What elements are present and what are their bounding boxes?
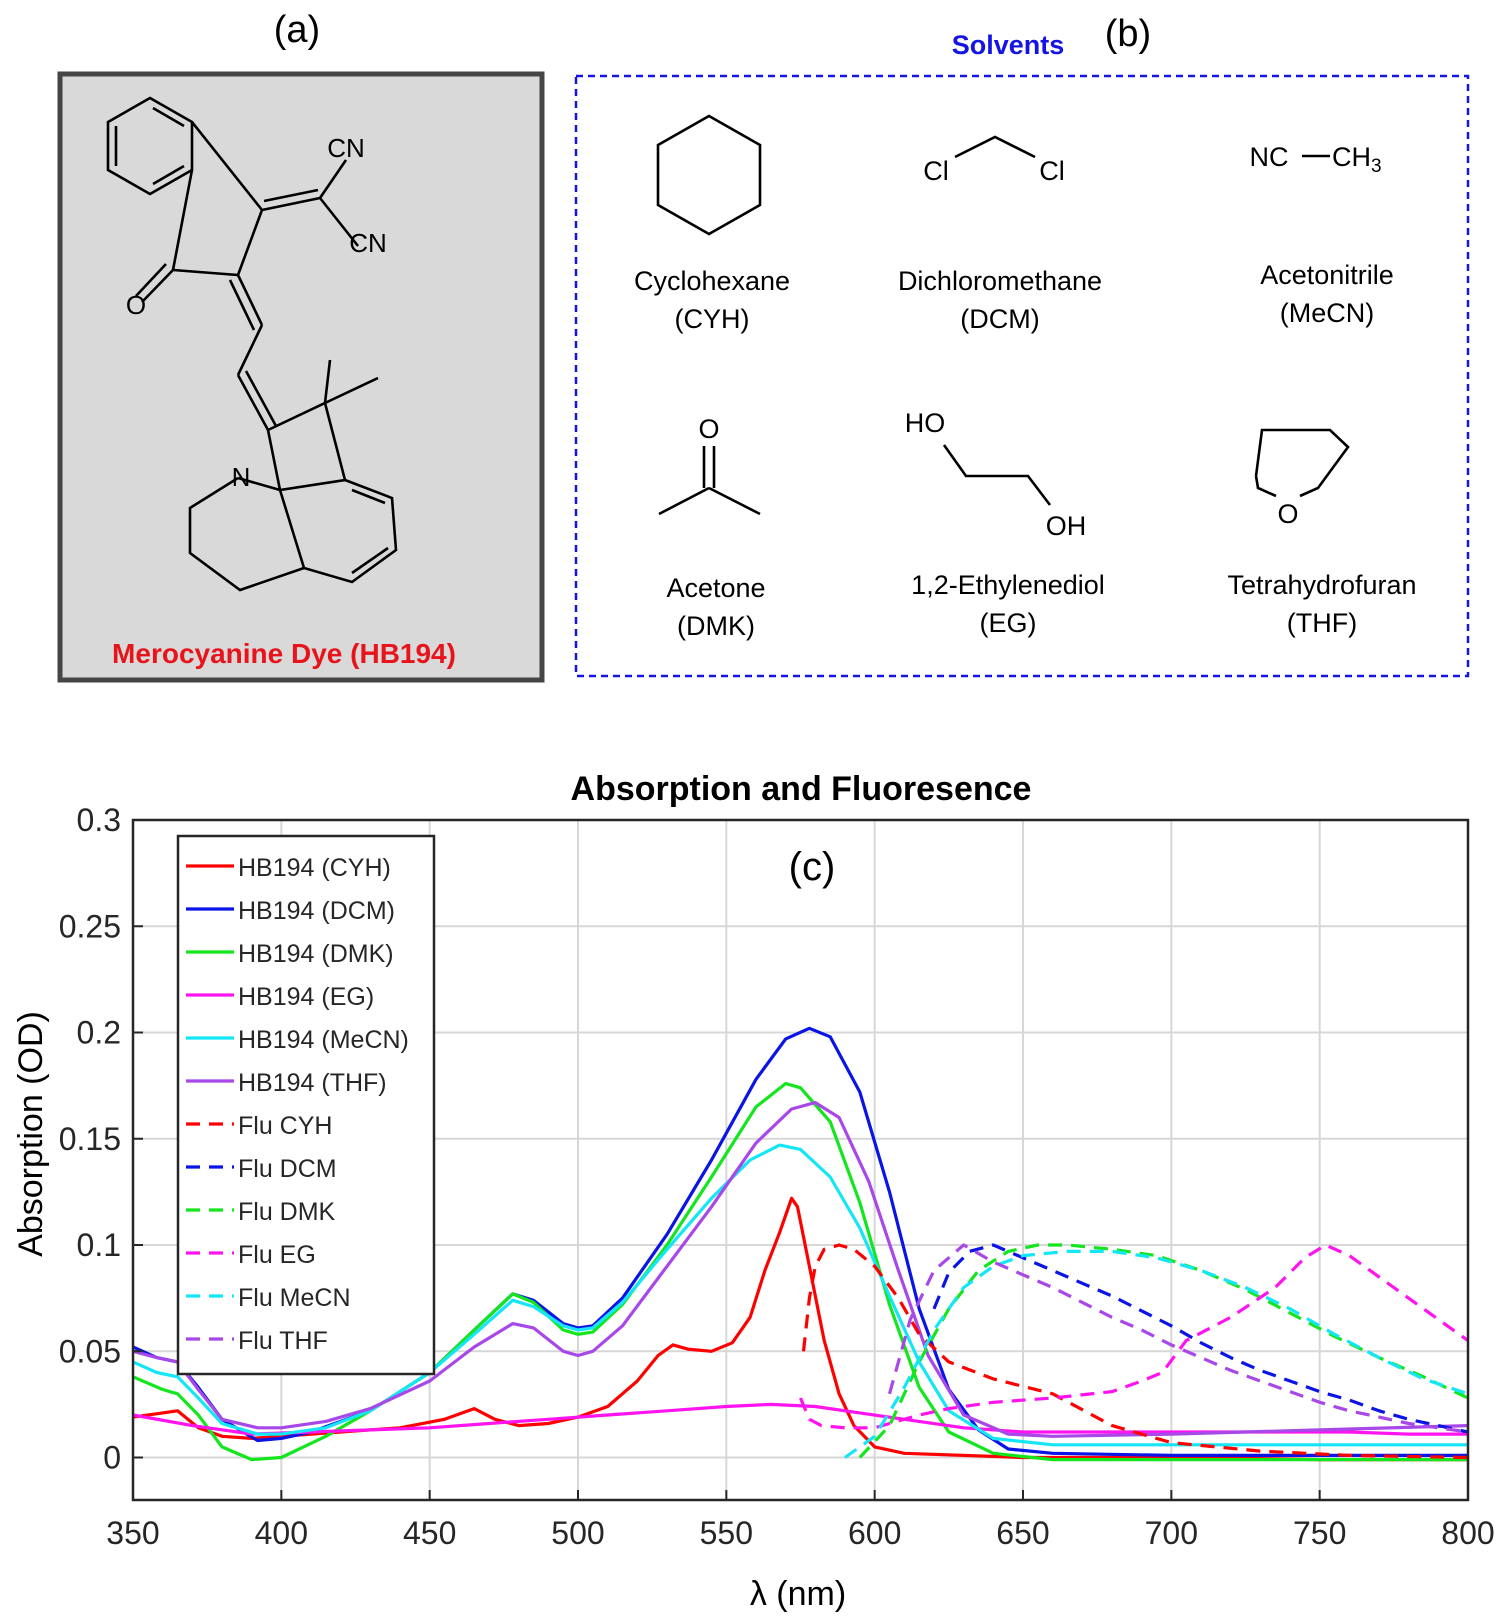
series-line [932,1243,1469,1434]
solvent-name: Tetrahydrofuran [1227,570,1416,600]
panel-a-label: (a) [274,9,320,51]
solvent-abbr: (DMK) [677,611,755,641]
series-line [801,1243,1469,1460]
legend-label: HB194 (MeCN) [238,1026,409,1054]
atom-nc: NC [1250,142,1289,172]
y-tick-label: 0.05 [59,1333,121,1369]
x-tick-label: 800 [1441,1515,1494,1551]
atom-cl-1: Cl [923,156,949,186]
legend: HB194 (CYH) HB194 (DCM) HB194 (DMK) HB194 (… [176,834,436,1376]
series-line [132,1101,1469,1438]
series-line [132,1196,1468,1462]
solvent-name: Acetone [666,573,765,603]
y-tick-label: 0.15 [59,1121,121,1157]
legend-label: Flu DMK [238,1198,336,1226]
legend-label: HB194 (EG) [238,983,374,1011]
axes: 350 400 450 500 550 600 650 700 750 800 0 0.05 0.1 0.… [59,802,1495,1551]
atom-cn-1: CN [327,133,365,163]
panel-c-label: (c) [789,845,836,889]
panel-b-title: Solvents [952,30,1065,60]
panel-b-label: (b) [1105,13,1151,55]
x-tick-label: 650 [996,1515,1049,1551]
series-line [887,1243,1469,1434]
legend-box [176,834,436,1376]
panels-ab-canvas: (a) CN CN O N Merocyanine Dye (HB194) So… [57,9,1470,683]
legend-label: HB194 (DMK) [238,940,394,968]
y-tick-label: 0 [103,1440,121,1476]
legend-label: Flu CYH [238,1112,332,1140]
legend-label: HB194 (THF) [238,1069,387,1097]
atom-n: N [232,462,251,492]
series-line [132,1143,1468,1447]
legend-label: Flu DCM [238,1155,337,1183]
chart-title: Absorption and Fluoresence [571,770,1032,808]
atom-ch3: CH3 [1332,142,1382,177]
x-tick-label: 450 [403,1515,456,1551]
y-tick-label: 0.1 [77,1227,121,1263]
atom-ho: HO [905,408,946,438]
tetrahydrofuran-icon [1254,428,1350,498]
ethylenediol-icon [942,444,1052,506]
solvent-abbr: (EG) [980,608,1037,638]
solvent-name: Cyclohexane [634,266,790,296]
solvent-abbr: (DCM) [960,304,1039,334]
series-line [799,1243,1469,1430]
y-tick-label: 0.2 [77,1015,121,1051]
cyclohexane-icon [656,114,762,236]
x-axis-label: λ (nm) [750,1575,846,1613]
panel-a-box [57,71,545,683]
x-tick-label: 700 [1145,1515,1198,1551]
panel-b-box [574,74,1470,678]
series-line [844,1249,1469,1459]
solvent-abbr: (MeCN) [1280,298,1375,328]
x-tick-label: 350 [106,1515,159,1551]
atom-cn-2: CN [349,228,387,258]
atom-oh: OH [1046,511,1087,541]
atom-cl-2: Cl [1039,156,1065,186]
y-tick-label: 0.25 [59,908,121,944]
legend-label: HB194 (DCM) [238,897,395,925]
solvent-name: 1,2-Ethylenediol [911,570,1105,600]
legend-label: Flu THF [238,1327,328,1355]
x-tick-label: 750 [1293,1515,1346,1551]
legend-label: Flu EG [238,1241,316,1269]
atom-o: O [126,290,146,320]
legend-label: Flu MeCN [238,1284,351,1312]
panel-a-caption: Merocyanine Dye (HB194) [112,638,456,669]
atom-o-acetone: O [698,414,719,444]
solvent-name: Acetonitrile [1260,260,1394,290]
atom-o-thf: O [1277,499,1298,529]
data-series [132,1026,1469,1462]
x-tick-label: 600 [848,1515,901,1551]
solvent-abbr: (THF) [1287,608,1357,638]
solvent-name: Dichloromethane [898,266,1102,296]
y-axis-label: Absorption (OD) [12,1011,50,1257]
x-tick-label: 550 [700,1515,753,1551]
x-tick-label: 400 [255,1515,308,1551]
dichloromethane-icon [954,135,1036,159]
plot-frame [131,818,1470,1502]
legend-label: HB194 (CYH) [238,854,391,882]
solvent-abbr: (CYH) [675,304,750,334]
x-tick-label: 500 [551,1515,604,1551]
y-tick-label: 0.3 [77,802,121,838]
acetone-icon [658,446,761,516]
merocyanine-structure-icon [106,96,398,592]
